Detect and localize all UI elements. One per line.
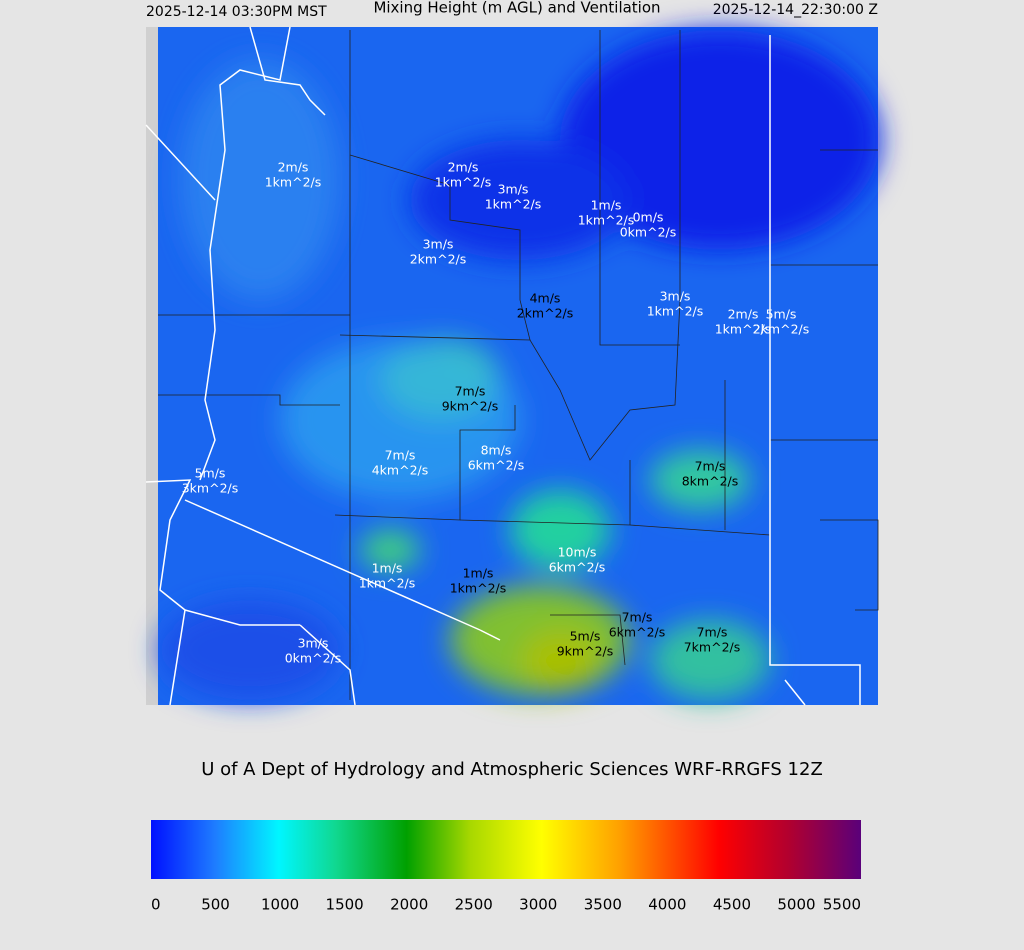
ventilation-label: 3km^2/s (182, 481, 239, 496)
wind-speed-label: 1m/s (463, 566, 494, 581)
wind-speed-label: 7m/s (385, 448, 416, 463)
colorbar-ticks: 0 500 1000 1500 2000 2500 3000 3500 4000 4500 5000… (151, 896, 861, 914)
valid-utc: 2025-12-14_22:30:00 Z (713, 2, 878, 18)
colorbar-tick-label: 5500 (823, 896, 861, 914)
ventilation-label: 9km^2/s (442, 399, 499, 414)
footer: U of A Dept of Hydrology and Atmospheric… (201, 759, 823, 780)
ventilation-label: 8km^2/s (682, 474, 739, 489)
wind-speed-label: 7m/s (697, 625, 728, 640)
wind-speed-label: 3m/s (660, 289, 691, 304)
ventilation-label: 0km^2/s (285, 651, 342, 666)
colorbar-tick-label: 500 (201, 896, 230, 914)
wind-speed-label: 7m/s (695, 459, 726, 474)
wind-speed-label: 4m/s (530, 291, 561, 306)
wind-speed-label: 7m/s (455, 384, 486, 399)
ventilation-label: 1km^2/s (435, 175, 492, 190)
wind-speed-label: 5m/s (570, 629, 601, 644)
ventilation-label: 1km^2/s (450, 581, 507, 596)
wind-speed-label: 1m/s (591, 198, 622, 213)
ventilation-label: 6km^2/s (468, 458, 525, 473)
colorbar-tick-label: 3500 (584, 896, 622, 914)
wind-speed-label: 5m/s (195, 466, 226, 481)
wind-speed-label: 2m/s (448, 160, 479, 175)
wind-speed-label: 1m/s (372, 561, 403, 576)
ventilation-label: 6km^2/s (549, 560, 606, 575)
wind-speed-label: 2m/s (278, 160, 309, 175)
ventilation-label: 1km^2/s (359, 576, 416, 591)
wind-speed-label: 2m/s (728, 307, 759, 322)
ventilation-label: 2km^2/s (753, 322, 810, 337)
ventilation-label: 9km^2/s (557, 644, 614, 659)
map-title: Mixing Height (m AGL) and Ventilation (373, 0, 660, 17)
colorbar-tick-label: 2500 (455, 896, 493, 914)
wind-speed-label: 8m/s (481, 443, 512, 458)
ventilation-label: 7km^2/s (684, 640, 741, 655)
valid-local: 2025-12-14 03:30PM MST (146, 4, 327, 20)
colorbar-tick-label: 3000 (519, 896, 557, 914)
ventilation-label: 6km^2/s (609, 625, 666, 640)
state-borders (145, 26, 861, 706)
ventilation-label: 0km^2/s (620, 225, 677, 240)
colorbar-tick-label: 4500 (713, 896, 751, 914)
ventilation-label: 2km^2/s (410, 252, 467, 267)
wind-speed-label: 7m/s (622, 610, 653, 625)
colorbar-tick-label: 1000 (261, 896, 299, 914)
ventilation-label: 1km^2/s (578, 213, 635, 228)
wind-speed-label: 3m/s (298, 636, 329, 651)
ventilation-label: 1km^2/s (647, 304, 704, 319)
wind-speed-label: 10m/s (558, 545, 597, 560)
colorbar-tick-label: 0 (151, 896, 161, 914)
colorbar-tick-label: 4000 (648, 896, 686, 914)
ventilation-label: 1km^2/s (485, 197, 542, 212)
colorbar-tick-label: 1500 (326, 896, 364, 914)
ventilation-label: 4km^2/s (372, 463, 429, 478)
colorbar-tick-label: 5000 (777, 896, 815, 914)
colorbar (151, 820, 861, 879)
wind-speed-label: 5m/s (766, 307, 797, 322)
field-shading (160, 30, 880, 700)
county-lines (158, 30, 879, 700)
map (145, 26, 880, 706)
wind-speed-label: 3m/s (423, 237, 454, 252)
wind-speed-label: 3m/s (498, 182, 529, 197)
wind-speed-label: 0m/s (633, 210, 664, 225)
ventilation-label: 1km^2/s (265, 175, 322, 190)
ventilation-label: 1km^2/s (715, 322, 772, 337)
colorbar-tick-label: 2000 (390, 896, 428, 914)
ventilation-label: 2km^2/s (517, 306, 574, 321)
